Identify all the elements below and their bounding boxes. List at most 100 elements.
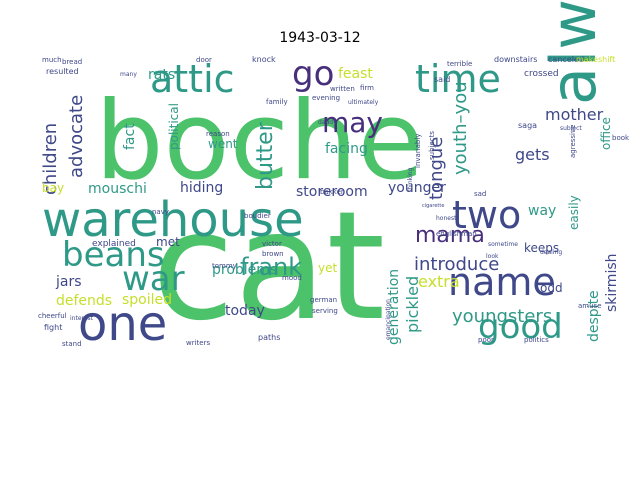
word-keeps: keeps [524,241,559,255]
word-firm: firm [360,84,374,92]
word-good: good [478,307,563,347]
word-youngsters: youngsters [452,306,552,327]
word-generation: generation [386,269,402,345]
word-look: look [486,253,499,260]
chart-title: 1943-03-12 [279,30,361,46]
word-book: book [612,134,630,142]
word-makeshift: makeshift [576,55,615,64]
word-sometime: sometime [488,241,518,248]
word-door: door [196,56,212,64]
word-stand: stand [62,340,82,348]
word-boche: boche [95,79,424,204]
word-butter: butter [253,121,278,190]
word-attic: attic [150,57,235,101]
word-skirmish: skirmish [604,254,620,313]
word-introduce: introduce [414,254,499,275]
word-advocate: advocate [66,95,87,178]
word-met: met [156,235,180,249]
word-gets: gets [515,145,550,164]
word-defends: defends [56,293,112,309]
word-storeroom: storeroom [296,184,368,200]
word-office: office [599,117,613,150]
word-frank: frank [240,253,302,281]
word-interest: interest [70,315,94,322]
word-said: said [434,75,450,84]
word-agressive: agressive [569,125,577,158]
word-youth-you: youth–you [450,81,471,175]
word-jars: jars [55,274,82,290]
word-saga: saga [518,121,537,130]
word-may: may [322,106,383,139]
word-mouschi: mouschi [88,181,147,197]
word-mother: mother [545,105,604,124]
word-war: war [122,259,185,299]
word-bread: bread [62,58,82,66]
word-time: time [415,57,501,101]
word-rats: rats [148,67,175,83]
word-poor: poor [478,336,494,344]
word-honest: honest [436,215,457,222]
word-victor: victor [262,240,282,248]
word-fight: fight [44,323,62,332]
word-many: many [120,71,137,78]
word-odd: odd [540,281,563,295]
word-two: two [452,193,521,237]
word-canceled: canceled [548,55,584,64]
word-serving: serving [312,307,338,315]
word-facing: facing [325,141,368,157]
word-reason: reason [206,130,230,138]
word-boudier: boudier [244,212,271,220]
word-always: always [537,0,610,105]
word-explained: explained [92,239,136,249]
word-cheerful: cheerful [38,312,67,320]
word-invariably: invariably [414,134,422,168]
word-navy: navy [152,208,169,216]
word-resulted: resulted [46,67,79,76]
word-warehouse: warehouse [42,192,304,248]
word-children: children [40,123,61,195]
word-younger: younger [388,180,446,196]
word-pickled: pickled [403,276,422,333]
word-today: today [225,303,265,319]
word-go: go [292,54,334,94]
word-downstairs: downstairs [494,55,537,64]
word-yet: yet [318,261,337,275]
word-brown: brown [262,250,284,258]
word-daddy: daddy [318,119,337,126]
word-englishman: englishman [436,230,477,238]
word-fact: fact [122,123,138,150]
word-evening: evening [312,94,340,102]
word-tommy: tommy [212,262,237,270]
word-dealing: dealing [540,249,562,256]
word-spoiled: spoiled [122,292,172,308]
word-way: way [528,203,556,219]
word-went: went [208,137,238,151]
word-emancipation: emancipation [385,299,392,340]
word-beans: beans [62,235,165,275]
word-crossed: crossed [524,69,559,79]
word-feast: feast [338,66,373,82]
word-family: family [266,98,288,106]
word-mood: mood [282,274,302,282]
word-cat: cat [152,180,385,354]
word-political: political [167,103,181,150]
word-thinking: thinking [407,167,414,192]
word-easily: easily [567,195,581,230]
word-sad: sad [474,190,486,198]
word-subjects: subjects [428,131,436,160]
word-hiding: hiding [180,180,223,196]
word-tongue: tongue [426,137,447,200]
word-one: one [78,296,167,352]
word-written: written [330,85,355,93]
word-german: german [310,296,337,304]
word-problems: problems [212,262,277,278]
word-much: much [42,56,62,64]
word-amuse: amuse [578,302,602,310]
word-writers: writers [186,339,210,347]
word-name: name [448,260,556,304]
word-extra: extra [418,272,460,291]
word-politics: politics [524,336,549,344]
word-despite: despite [586,290,602,342]
